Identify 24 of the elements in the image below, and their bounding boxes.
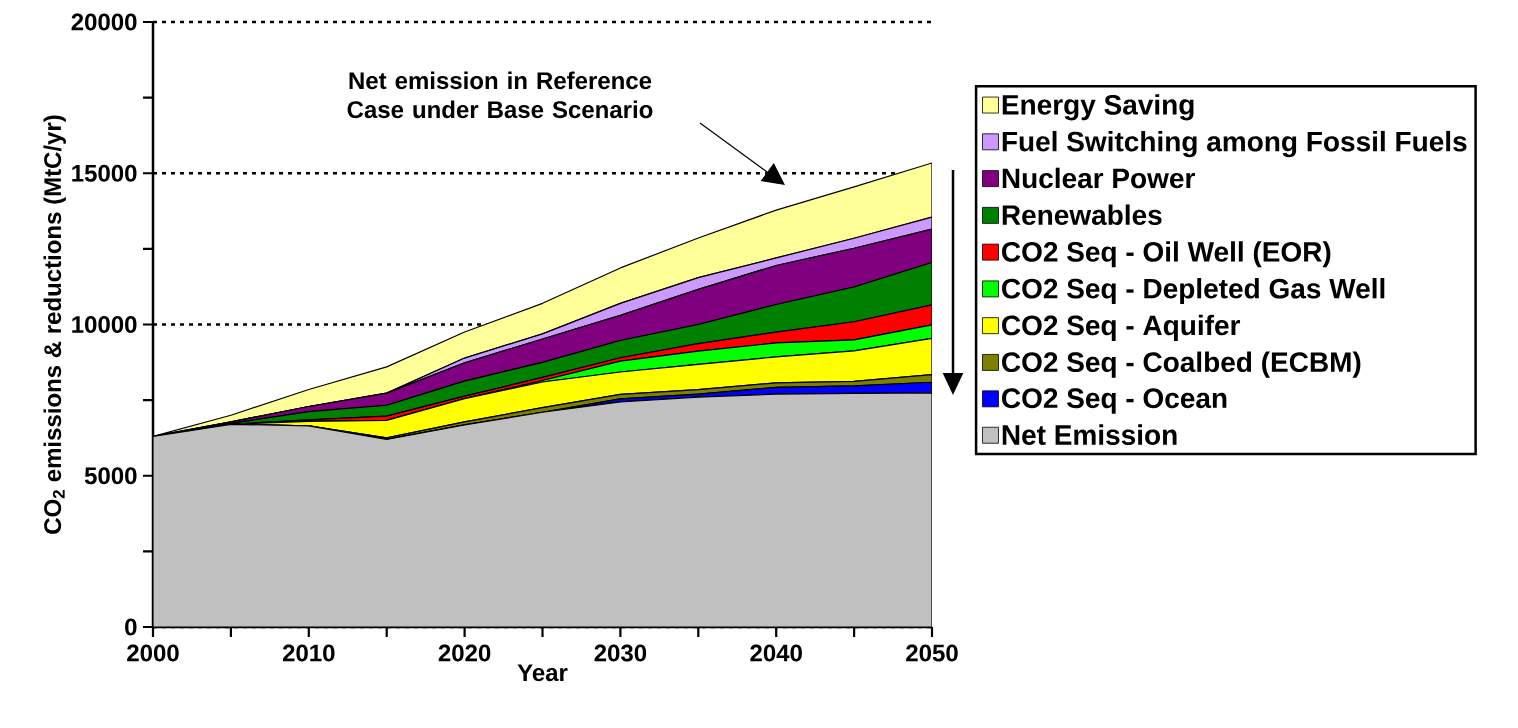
annotation: Net emission in Reference Case under Base Scenario: [347, 71, 653, 119]
y-axis-title: CO$_{2}$ emissions & reductions (MtC/yr): [43, 115, 66, 534]
legend-label: Energy Saving: [1002, 94, 1194, 121]
legend-label: Fuel Switching among Fossil Fuels: [1002, 130, 1467, 158]
y-tick-label: 0: [125, 618, 137, 636]
legend-label: CO2 Seq - Aquifer: [1002, 314, 1241, 341]
x-tick-label: 2030: [594, 644, 647, 662]
legend-label: Nuclear Power: [1002, 167, 1195, 189]
legend-label: CO2 Seq - Oil Well (EOR): [1002, 241, 1331, 268]
y-tick-label: 20000: [71, 13, 137, 31]
x-tick-label: 2010: [282, 644, 335, 662]
x-tick-label: 2020: [438, 644, 491, 662]
y-tick-label: 15000: [72, 164, 137, 182]
legend-label: CO2 Seq - Coalbed (ECBM): [1002, 351, 1361, 378]
x-axis-title: Year: [517, 664, 568, 682]
x-tick-label: 2050: [906, 644, 958, 662]
legend-label: Renewables: [1002, 204, 1162, 226]
x-tick-label: 2040: [750, 644, 802, 662]
y-tick-label: 10000: [72, 315, 137, 333]
legend-label: Net Emission: [1002, 424, 1177, 445]
legend-label: CO2 Seq - Ocean: [1002, 388, 1227, 414]
y-tick-label: 5000: [84, 467, 137, 485]
x-tick-label: 2000: [127, 644, 179, 662]
legend-label: CO2 Seq - Depleted Gas Well: [1002, 278, 1385, 305]
